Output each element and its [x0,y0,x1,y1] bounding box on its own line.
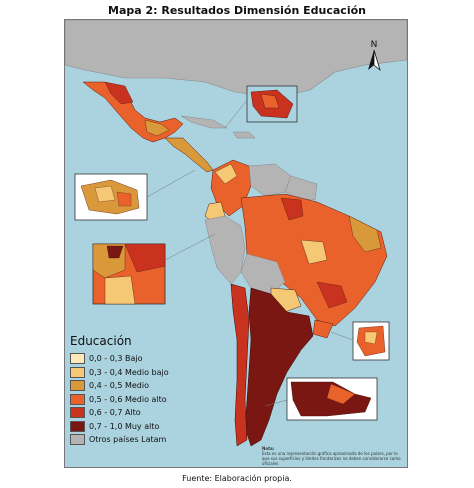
north-arrow-icon [368,50,381,72]
mexico-north-region [104,81,134,105]
legend-swatch [70,353,85,365]
central-america-region [164,137,214,173]
legend-item: 0,4 - 0,5 Medio [70,379,202,393]
legend-swatch [70,407,85,419]
peru-region [204,215,246,285]
legend-label: 0,5 - 0,6 Medio alto [89,394,167,404]
legend-label: 0,6 - 0,7 Alto [89,408,141,418]
legend-label: 0,7 - 1,0 Muy alto [89,421,160,431]
legend-item: 0,7 - 1,0 Muy alto [70,420,202,434]
legend-item: 0,0 - 0,3 Bajo [70,352,202,366]
hispaniola-island [232,131,256,139]
brazil-west-region [280,197,304,221]
inset-el-salvador [74,169,196,221]
note-text: Esta es una representación gráfica aprox… [262,451,401,466]
map-legend: Educación 0,0 - 0,3 Bajo 0,3 - 0,4 Medio… [70,334,202,447]
inset-colombia [92,233,216,305]
uruguay-region [312,319,334,339]
legend-item: 0,6 - 0,7 Alto [70,406,202,420]
argentina-region [244,287,314,447]
legend-swatch [70,380,85,392]
brazil-north-region [348,215,382,253]
legend-item: 0,3 - 0,4 Medio bajo [70,366,202,380]
legend-swatch [70,366,85,378]
brazil-southeast-region [316,281,348,309]
inset-caribbean [224,85,298,129]
legend-swatch [70,434,85,446]
note-heading: Nota: [262,446,275,451]
cuba-island [180,115,228,129]
map-canvas [65,20,407,447]
legend-label: Otros países Latam [89,435,167,445]
venezuela-region [248,163,292,197]
legend-label: 0,0 - 0,3 Bajo [89,354,143,364]
legend-swatch [70,420,85,432]
legend-item: 0,5 - 0,6 Medio alto [70,393,202,407]
source-caption: Fuente: Elaboración propia. [182,474,292,483]
map-note: Nota: Esta es una representación gráfica… [262,446,404,466]
inset-uruguay [330,321,390,361]
legend-item: Otros países Latam [70,433,202,447]
colombia-north-region [214,163,238,185]
north-arrow: N [366,40,382,74]
legend-label: 0,3 - 0,4 Medio bajo [89,367,169,377]
chile-region [230,283,250,447]
mexico-south-region [144,119,170,137]
legend-label: 0,4 - 0,5 Medio [89,381,149,391]
map-title: Mapa 2: Resultados Dimensión Educación [108,4,366,17]
mexico-region [82,81,184,143]
legend-title: Educación [70,334,132,348]
north-label: N [370,40,378,50]
inset-patagonia [264,377,378,421]
map-frame [64,19,408,468]
legend-swatch [70,393,85,405]
brazil-center-region [300,239,328,265]
